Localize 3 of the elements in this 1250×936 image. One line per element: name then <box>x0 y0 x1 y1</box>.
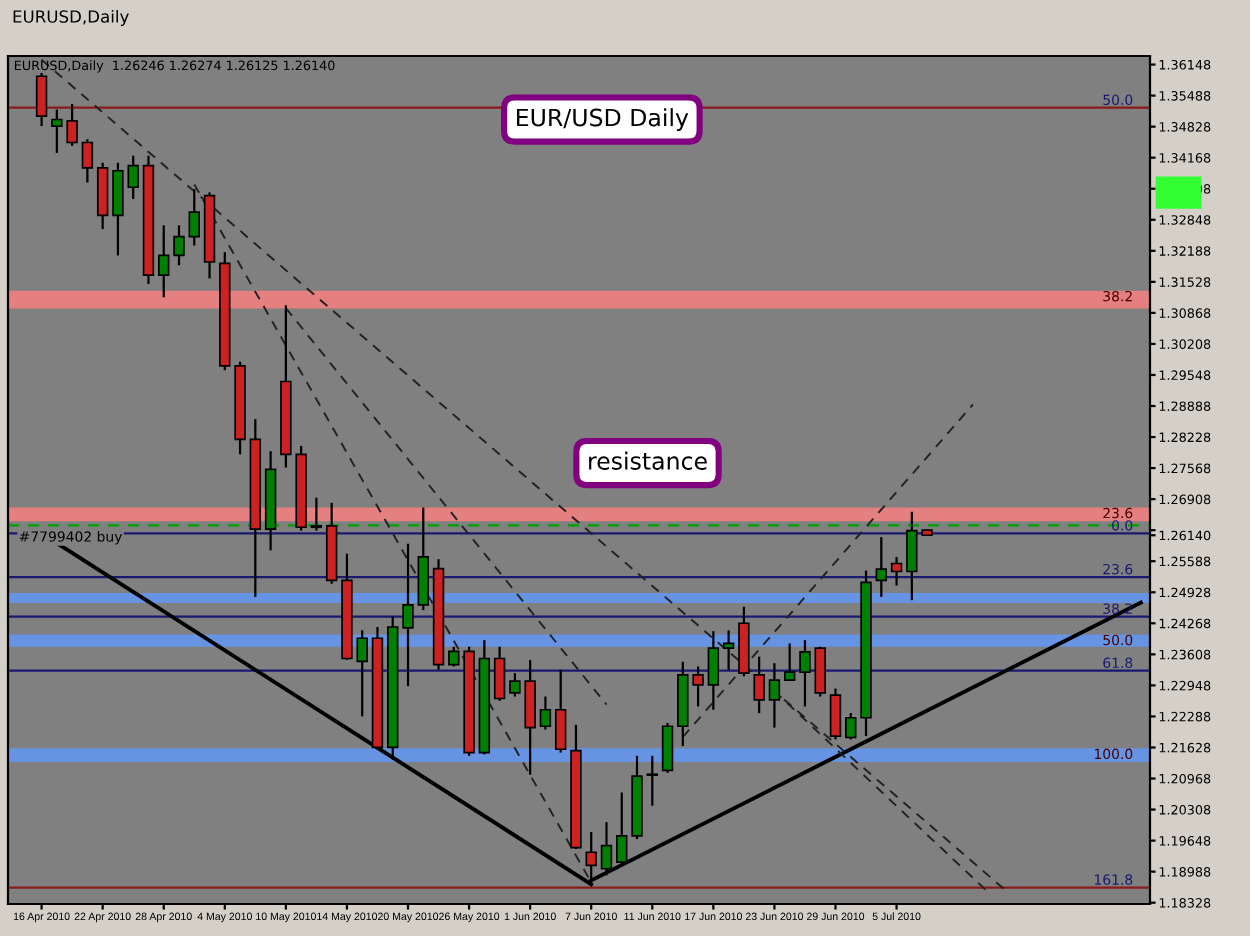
annotation: EUR/USD Daily <box>517 108 689 132</box>
chart-title: EURUSD,Daily <box>13 9 129 27</box>
annotation: resistance <box>589 451 707 470</box>
